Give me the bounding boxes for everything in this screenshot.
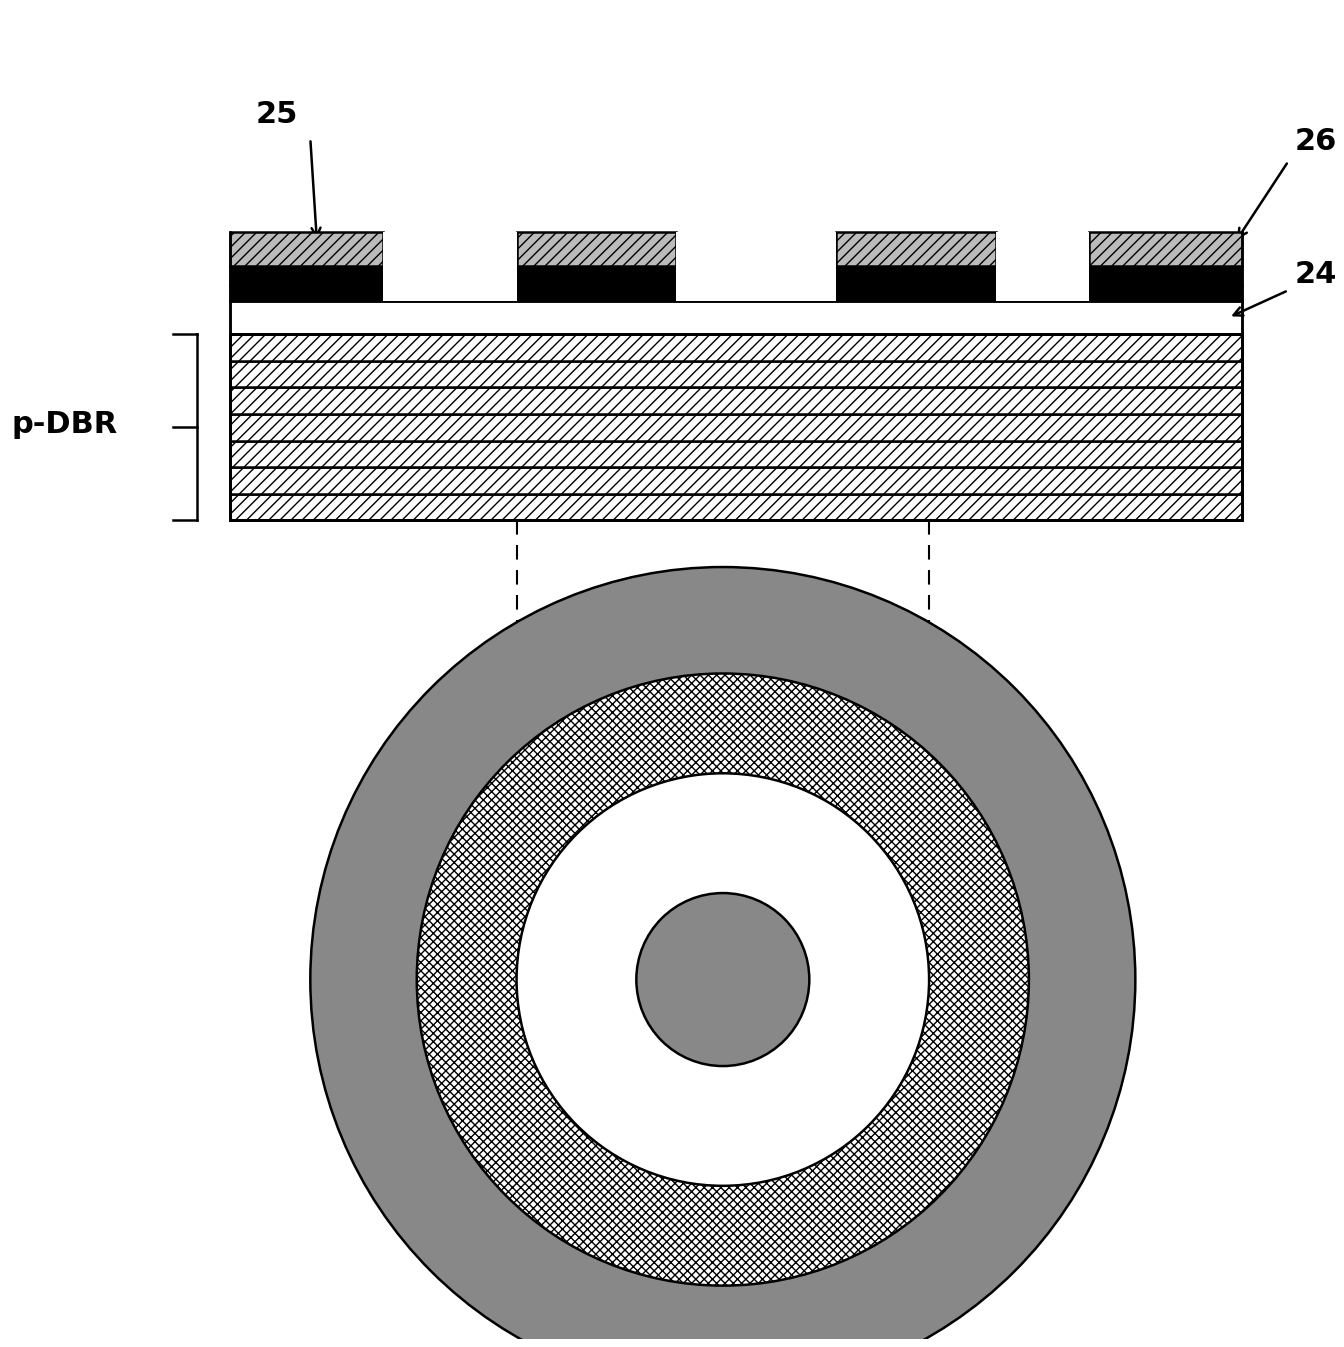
Bar xyxy=(996,286,1089,300)
Circle shape xyxy=(310,567,1136,1347)
Bar xyxy=(230,440,1242,467)
Bar xyxy=(1089,267,1242,286)
Bar xyxy=(383,232,516,286)
Circle shape xyxy=(516,773,929,1185)
Bar xyxy=(230,334,1242,361)
Bar xyxy=(230,334,1242,520)
Bar xyxy=(230,267,383,286)
Bar xyxy=(230,467,1242,494)
Bar xyxy=(230,414,1242,440)
Bar xyxy=(383,286,516,300)
Bar xyxy=(516,232,676,267)
Bar xyxy=(836,267,996,286)
Text: 26: 26 xyxy=(1296,127,1337,156)
Text: 24: 24 xyxy=(1296,260,1337,288)
Text: 25: 25 xyxy=(255,100,298,129)
Bar xyxy=(230,232,383,267)
Circle shape xyxy=(417,674,1030,1285)
Bar xyxy=(230,286,1242,300)
Text: p-DBR: p-DBR xyxy=(11,409,117,439)
Bar xyxy=(230,388,1242,414)
Bar xyxy=(676,232,836,286)
Circle shape xyxy=(636,893,809,1065)
Bar xyxy=(1089,232,1242,267)
Bar xyxy=(996,232,1089,286)
Bar xyxy=(676,286,836,300)
Bar xyxy=(230,300,1242,334)
Bar xyxy=(230,494,1242,520)
Bar xyxy=(230,361,1242,388)
Bar xyxy=(516,267,676,286)
Bar xyxy=(836,232,996,267)
